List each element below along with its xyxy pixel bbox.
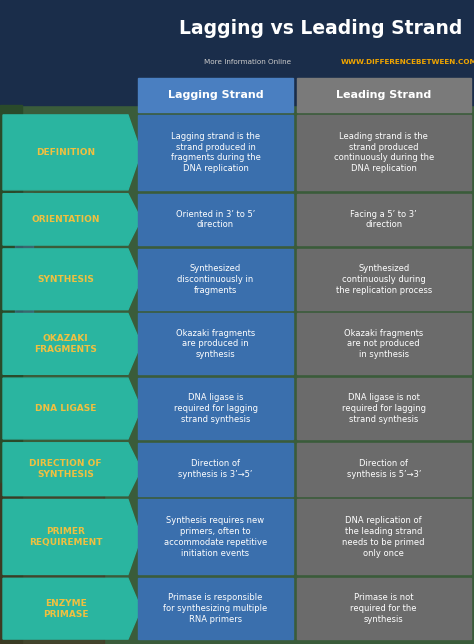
Text: Lagging Strand: Lagging Strand bbox=[168, 90, 264, 100]
Text: ORIENTATION: ORIENTATION bbox=[31, 215, 100, 224]
Bar bbox=[297, 194, 471, 245]
Polygon shape bbox=[3, 194, 141, 245]
Polygon shape bbox=[3, 249, 141, 310]
Bar bbox=[138, 115, 293, 190]
Text: Leading strand is the
strand produced
continuously during the
DNA replication: Leading strand is the strand produced co… bbox=[334, 132, 434, 173]
Bar bbox=[138, 249, 293, 310]
Text: Lagging strand is the
strand produced in
fragments during the
DNA replication: Lagging strand is the strand produced in… bbox=[171, 132, 260, 173]
Bar bbox=[138, 314, 293, 374]
Polygon shape bbox=[3, 378, 141, 439]
Text: DNA LIGASE: DNA LIGASE bbox=[35, 404, 96, 413]
Text: ENZYME
PRIMASE: ENZYME PRIMASE bbox=[43, 599, 88, 619]
Polygon shape bbox=[3, 578, 141, 639]
Text: Leading Strand: Leading Strand bbox=[336, 90, 431, 100]
Bar bbox=[297, 442, 471, 496]
Bar bbox=[297, 249, 471, 310]
Text: SYNTHESIS: SYNTHESIS bbox=[37, 275, 94, 284]
Bar bbox=[297, 314, 471, 374]
Text: DNA replication of
the leading strand
needs to be primed
only once: DNA replication of the leading strand ne… bbox=[343, 516, 425, 558]
Text: Synthesized
continuously during
the replication process: Synthesized continuously during the repl… bbox=[336, 264, 432, 294]
Bar bbox=[0, 0, 474, 105]
Bar bbox=[138, 500, 293, 574]
Text: Oriented in 3’ to 5’
direction: Oriented in 3’ to 5’ direction bbox=[176, 209, 255, 229]
Bar bbox=[138, 78, 293, 112]
Polygon shape bbox=[3, 500, 141, 574]
Text: Primase is not
required for the
synthesis: Primase is not required for the synthesi… bbox=[350, 593, 417, 624]
Text: Lagging vs Leading Strand: Lagging vs Leading Strand bbox=[179, 19, 462, 37]
Text: OKAZAKI
FRAGMENTS: OKAZAKI FRAGMENTS bbox=[34, 334, 97, 354]
Text: Direction of
synthesis is 5’→3’: Direction of synthesis is 5’→3’ bbox=[346, 459, 421, 479]
Text: WWW.DIFFERENCEBETWEEN.COM: WWW.DIFFERENCEBETWEEN.COM bbox=[341, 59, 474, 65]
Text: Direction of
synthesis is 3’→5’: Direction of synthesis is 3’→5’ bbox=[178, 459, 253, 479]
Text: DEFINITION: DEFINITION bbox=[36, 148, 95, 157]
Text: Synthesis requires new
primers, often to
accommodate repetitive
initiation event: Synthesis requires new primers, often to… bbox=[164, 516, 267, 558]
Bar bbox=[15, 193, 33, 354]
Text: Synthesized
discontinuously in
fragments: Synthesized discontinuously in fragments bbox=[177, 264, 254, 294]
Bar bbox=[138, 442, 293, 496]
Text: DNA ligase is
required for lagging
strand synthesis: DNA ligase is required for lagging stran… bbox=[173, 393, 257, 424]
Text: Primase is responsible
for synthesizing multiple
RNA primers: Primase is responsible for synthesizing … bbox=[164, 593, 268, 624]
Bar bbox=[138, 194, 293, 245]
Bar bbox=[297, 78, 471, 112]
Bar bbox=[0, 105, 22, 644]
Text: DIRECTION OF
SYNTHESIS: DIRECTION OF SYNTHESIS bbox=[29, 459, 102, 479]
Bar bbox=[297, 500, 471, 574]
Polygon shape bbox=[3, 314, 141, 374]
Text: Facing a 5’ to 3’
direction: Facing a 5’ to 3’ direction bbox=[350, 209, 417, 229]
Polygon shape bbox=[3, 442, 141, 496]
Text: More Information Online: More Information Online bbox=[204, 59, 291, 65]
Bar bbox=[138, 578, 293, 639]
Text: DNA ligase is not
required for lagging
strand synthesis: DNA ligase is not required for lagging s… bbox=[342, 393, 426, 424]
Bar bbox=[297, 378, 471, 439]
Text: PRIMER
REQUIREMENT: PRIMER REQUIREMENT bbox=[29, 527, 102, 547]
Bar bbox=[0, 483, 104, 644]
Text: Okazaki fragments
are not produced
in synthesis: Okazaki fragments are not produced in sy… bbox=[344, 328, 423, 359]
Bar bbox=[138, 378, 293, 439]
Bar bbox=[297, 115, 471, 190]
Polygon shape bbox=[3, 115, 141, 190]
Bar bbox=[297, 578, 471, 639]
Text: Okazaki fragments
are produced in
synthesis: Okazaki fragments are produced in synthe… bbox=[176, 328, 255, 359]
